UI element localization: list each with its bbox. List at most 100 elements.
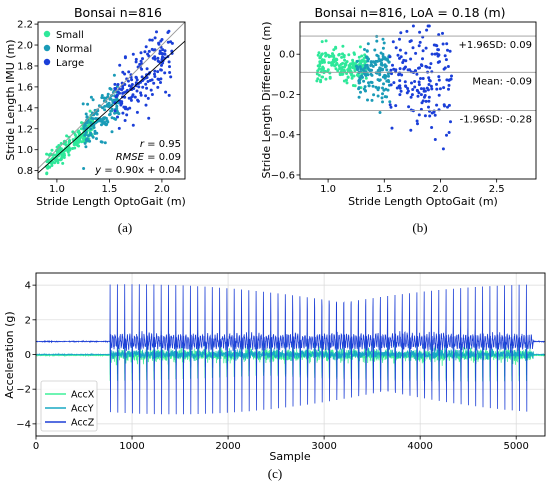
panel-b-plot-frame bbox=[299, 21, 537, 180]
diff-point-normal bbox=[369, 60, 373, 64]
data-point-normal bbox=[96, 108, 100, 112]
data-point-large bbox=[121, 70, 125, 74]
diff-point-large bbox=[398, 48, 402, 52]
diff-point-large bbox=[404, 51, 408, 55]
diff-point-small bbox=[350, 76, 354, 80]
data-point-large bbox=[163, 71, 167, 75]
diff-point-large bbox=[406, 87, 410, 90]
data-point-normal bbox=[100, 96, 104, 100]
panel-a-y-ticks: 0.8 1.0 1.2 1.4 1.6 1.8 2.0 2.2 bbox=[17, 20, 38, 177]
diff-point-small bbox=[350, 62, 354, 66]
stat-r-label: r bbox=[140, 139, 145, 150]
data-point-normal bbox=[95, 112, 99, 116]
diff-point-large bbox=[404, 84, 407, 88]
diff-point-normal bbox=[358, 81, 362, 85]
diff-point-small bbox=[327, 61, 331, 65]
diff-point-small bbox=[343, 65, 346, 69]
data-point-normal bbox=[109, 87, 113, 91]
diff-point-normal bbox=[366, 98, 369, 102]
data-point-large bbox=[153, 75, 157, 78]
data-point-large bbox=[146, 96, 150, 100]
diff-point-normal bbox=[362, 79, 366, 83]
diff-point-small bbox=[321, 75, 325, 79]
data-point-large bbox=[159, 77, 163, 81]
panel-a-legend: Small Normal Large bbox=[43, 30, 92, 69]
diff-point-normal bbox=[371, 84, 375, 88]
diff-point-large bbox=[389, 83, 393, 87]
panel-b-x-axis-label: Stride Length OptoGait (m) bbox=[348, 195, 498, 208]
diff-point-small bbox=[315, 79, 319, 83]
diff-point-large bbox=[392, 67, 396, 71]
diff-point-small bbox=[324, 52, 328, 56]
data-point-large bbox=[163, 56, 167, 60]
diff-point-normal bbox=[380, 63, 384, 67]
data-point-normal bbox=[84, 112, 88, 116]
data-point-normal bbox=[95, 137, 98, 141]
data-point-large bbox=[158, 49, 162, 53]
data-point-normal bbox=[84, 145, 88, 149]
data-point-normal bbox=[106, 92, 110, 96]
diff-point-small bbox=[343, 58, 347, 62]
data-point-large bbox=[159, 68, 163, 72]
diff-point-normal bbox=[364, 74, 368, 77]
diff-point-large bbox=[435, 87, 439, 91]
panel-a-title: Bonsai n=816 bbox=[74, 5, 162, 20]
legend-label-accy: AccY bbox=[71, 404, 94, 415]
diff-point-large bbox=[416, 94, 420, 98]
diff-point-large bbox=[416, 122, 419, 126]
x-tick-label: 2.5 bbox=[489, 184, 505, 195]
diff-point-small bbox=[341, 44, 345, 48]
data-point-small bbox=[47, 153, 51, 157]
diff-point-small bbox=[347, 53, 351, 57]
diff-point-large bbox=[427, 105, 430, 109]
data-point-normal bbox=[112, 73, 116, 77]
diff-point-large bbox=[398, 79, 402, 83]
data-point-large bbox=[141, 85, 145, 89]
diff-point-large bbox=[394, 70, 398, 74]
data-point-normal bbox=[86, 102, 90, 106]
diff-point-small bbox=[351, 74, 355, 78]
data-point-large bbox=[143, 50, 147, 54]
diff-point-normal bbox=[363, 85, 367, 89]
diff-point-normal bbox=[381, 100, 384, 104]
stat-eq-value: = 0.90x + 0.04 bbox=[104, 165, 181, 176]
data-point-large bbox=[113, 82, 117, 86]
diff-point-normal bbox=[384, 57, 387, 61]
data-point-large bbox=[167, 93, 171, 97]
diff-point-normal bbox=[381, 92, 384, 96]
data-point-normal bbox=[113, 111, 117, 115]
data-point-large bbox=[170, 51, 174, 55]
diff-point-large bbox=[430, 87, 434, 91]
data-point-large bbox=[145, 67, 149, 71]
data-point-large bbox=[118, 63, 122, 67]
diff-point-small bbox=[324, 39, 328, 43]
diff-point-large bbox=[392, 81, 396, 85]
diff-point-small bbox=[317, 51, 321, 55]
diff-point-large bbox=[429, 84, 433, 88]
diff-point-large bbox=[411, 88, 415, 91]
data-point-large bbox=[144, 82, 148, 86]
legend-marker-large bbox=[43, 58, 51, 66]
data-point-large bbox=[141, 57, 144, 61]
data-point-large bbox=[116, 90, 120, 94]
diff-point-normal bbox=[363, 66, 367, 70]
diff-point-large bbox=[446, 65, 450, 68]
data-point-normal bbox=[112, 98, 116, 102]
data-point-small bbox=[88, 109, 92, 113]
data-point-large bbox=[156, 85, 160, 89]
diff-point-normal bbox=[384, 64, 388, 68]
data-point-large bbox=[144, 94, 148, 98]
data-point-normal bbox=[83, 141, 87, 145]
diff-point-normal bbox=[382, 88, 386, 92]
diff-point-large bbox=[398, 93, 402, 97]
y-tick-label: 2 bbox=[25, 315, 31, 326]
data-point-large bbox=[159, 81, 162, 84]
diff-point-small bbox=[334, 67, 338, 71]
data-point-normal bbox=[103, 104, 107, 108]
data-point-large bbox=[163, 49, 167, 53]
line-fit bbox=[38, 40, 185, 174]
y-tick-label: 1.2 bbox=[17, 124, 33, 135]
diff-point-large bbox=[396, 53, 400, 57]
diff-point-large bbox=[438, 60, 441, 64]
diff-point-large bbox=[427, 83, 431, 86]
